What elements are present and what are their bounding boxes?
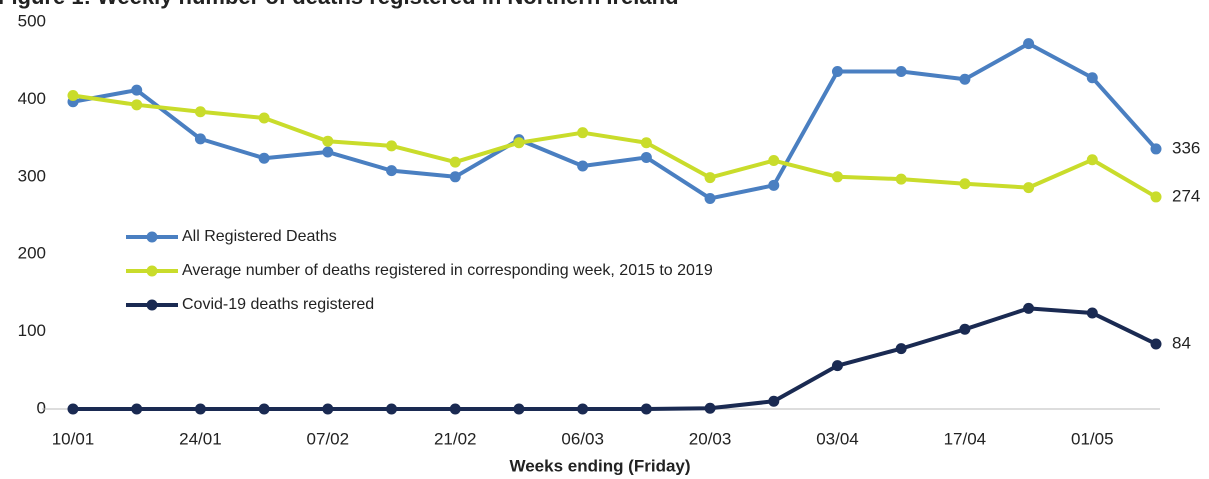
data-point <box>959 323 971 335</box>
data-point <box>704 402 716 414</box>
data-point <box>1086 72 1098 84</box>
data-point <box>959 73 971 85</box>
x-tick-label: 17/04 <box>944 429 987 448</box>
data-point <box>1150 143 1162 155</box>
data-point <box>513 403 525 415</box>
data-point <box>513 137 525 149</box>
data-point <box>449 171 461 183</box>
data-point <box>194 133 206 145</box>
legend-marker <box>146 231 158 243</box>
data-point <box>258 403 270 415</box>
data-point <box>768 395 780 407</box>
x-tick-label: 24/01 <box>179 429 222 448</box>
series-line <box>72 93 1158 199</box>
data-point <box>831 360 843 372</box>
data-point <box>640 403 652 415</box>
legend-label: All Registered Deaths <box>182 228 337 245</box>
data-point <box>131 84 143 96</box>
data-point <box>386 165 398 177</box>
legend-marker <box>146 299 158 311</box>
data-point <box>640 151 652 163</box>
data-point <box>831 66 843 78</box>
data-point <box>258 152 270 164</box>
data-point <box>386 140 398 152</box>
data-point <box>895 66 907 78</box>
data-label: 336 <box>1172 138 1200 157</box>
x-tick-label: 21/02 <box>434 429 477 448</box>
data-point <box>194 403 206 415</box>
data-point <box>768 155 780 167</box>
legend-label: Covid-19 deaths registered <box>182 296 374 313</box>
data-point <box>1023 38 1035 50</box>
data-point <box>704 192 716 204</box>
data-point <box>640 137 652 149</box>
y-tick-label: 500 <box>18 11 46 30</box>
x-tick-label: 20/03 <box>689 429 732 448</box>
data-point <box>831 171 843 183</box>
series-line <box>72 41 1158 201</box>
x-tick-label: 03/04 <box>816 429 859 448</box>
legend-marker <box>146 265 158 277</box>
x-tick-label: 06/03 <box>561 429 604 448</box>
data-point <box>1086 154 1098 166</box>
data-point <box>577 403 589 415</box>
x-tick-label: 01/05 <box>1071 429 1114 448</box>
data-point <box>768 179 780 191</box>
y-tick-label: 400 <box>18 89 46 108</box>
data-point <box>322 135 334 147</box>
data-point <box>704 172 716 184</box>
data-point <box>1150 338 1162 350</box>
data-point <box>67 403 79 415</box>
data-point <box>577 127 589 139</box>
data-point <box>1023 302 1035 314</box>
data-point <box>895 343 907 355</box>
data-point <box>67 90 79 102</box>
y-tick-label: 100 <box>18 321 46 340</box>
data-point <box>449 403 461 415</box>
series-line <box>73 306 1157 411</box>
data-label: 84 <box>1172 333 1191 352</box>
x-axis-title: Weeks ending (Friday) <box>509 456 690 475</box>
x-tick-label: 10/01 <box>52 429 95 448</box>
data-point <box>1150 191 1162 203</box>
y-tick-label: 0 <box>37 398 46 417</box>
data-point <box>322 403 334 415</box>
data-point <box>131 99 143 111</box>
data-point <box>449 156 461 168</box>
data-point <box>194 106 206 118</box>
data-point <box>322 146 334 158</box>
data-point <box>1086 307 1098 319</box>
data-point <box>131 403 143 415</box>
data-point <box>959 178 971 190</box>
legend-label: Average number of deaths registered in c… <box>182 262 713 279</box>
data-point <box>577 160 589 172</box>
data-point <box>386 403 398 415</box>
data-point <box>895 173 907 185</box>
data-label: 274 <box>1172 186 1200 205</box>
chart-title: Figure 1: Weekly number of deaths regist… <box>0 0 679 9</box>
x-tick-label: 07/02 <box>307 429 350 448</box>
y-tick-label: 300 <box>18 166 46 185</box>
data-point <box>1023 182 1035 194</box>
data-point <box>258 112 270 124</box>
y-tick-label: 200 <box>18 244 46 263</box>
